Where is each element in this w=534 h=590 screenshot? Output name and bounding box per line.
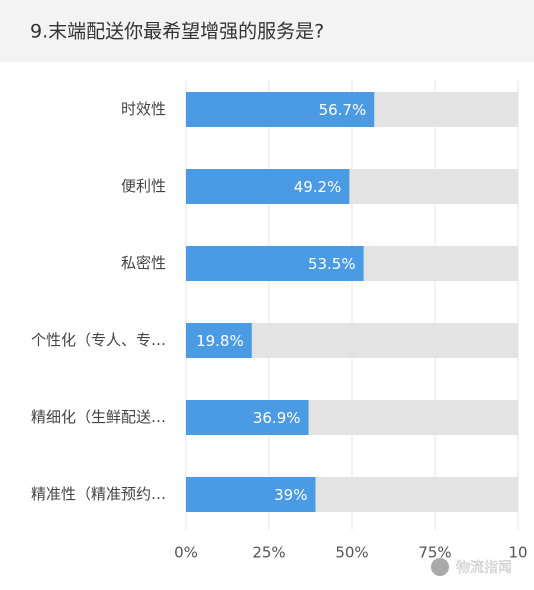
bar: [186, 92, 375, 127]
x-tick-label: 75%: [418, 544, 451, 562]
watermark-icon: [431, 558, 449, 576]
watermark: 物流指闻: [431, 558, 512, 576]
value-label: 56.7%: [319, 101, 367, 119]
bar: [186, 323, 252, 358]
watermark-text: 物流指闻: [456, 560, 512, 576]
bar: [186, 400, 309, 435]
y-tick-label: 便利性: [121, 177, 166, 195]
bar: [186, 169, 350, 204]
chart-title: 9.末端配送你最希望增强的服务是?: [30, 21, 324, 43]
y-tick-label: 时效性: [121, 100, 166, 118]
x-tick-label: 0%: [174, 544, 198, 562]
x-tick-label: 50%: [335, 544, 368, 562]
value-label: 53.5%: [308, 255, 356, 273]
y-tick-label: 私密性: [121, 254, 166, 272]
y-tick-label: 精细化（生鲜配送…: [31, 408, 166, 426]
value-label: 39%: [274, 486, 307, 504]
value-label: 19.8%: [196, 332, 244, 350]
bar: [186, 246, 364, 281]
header-band: [0, 0, 534, 62]
y-tick-label: 个性化（专人、专…: [31, 331, 166, 349]
bar: [186, 477, 316, 512]
y-tick-label: 精准性（精准预约…: [31, 485, 166, 503]
x-tick-label: 25%: [252, 544, 285, 562]
value-label: 36.9%: [253, 409, 301, 427]
value-label: 49.2%: [294, 178, 342, 196]
x-tick-label: 10: [508, 544, 527, 562]
